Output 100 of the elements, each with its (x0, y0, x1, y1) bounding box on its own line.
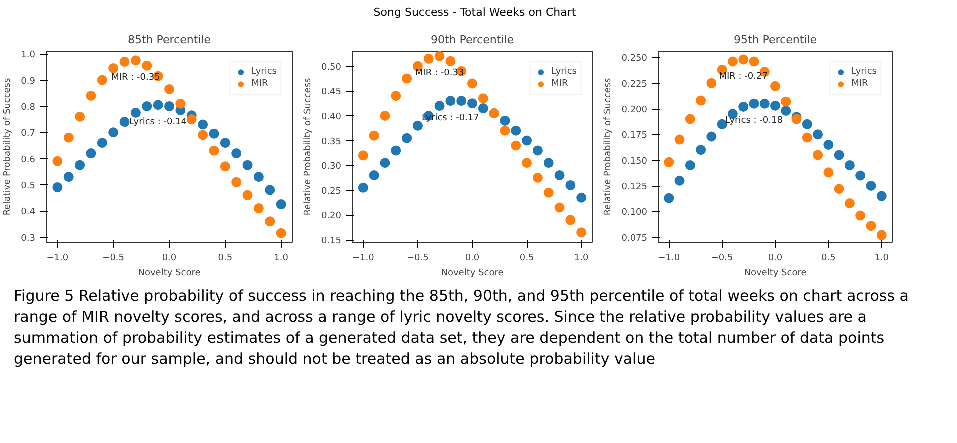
point (358, 150, 368, 160)
point (554, 202, 565, 212)
point (834, 184, 844, 194)
point (834, 150, 844, 160)
point (511, 126, 522, 136)
point (369, 130, 380, 141)
point (380, 158, 390, 168)
x-tick-label: −0.5 (711, 253, 734, 264)
point (64, 132, 74, 143)
point (468, 98, 478, 108)
chart-title: 95th Percentile (734, 33, 818, 46)
point (522, 136, 532, 146)
point (254, 203, 264, 214)
point (844, 198, 855, 208)
point (108, 63, 119, 74)
point (576, 192, 587, 203)
point (209, 146, 220, 156)
point (130, 55, 141, 66)
legend-label: Lyrics (552, 66, 577, 77)
point (866, 180, 876, 191)
point (209, 128, 220, 139)
point (75, 112, 86, 122)
point (802, 132, 812, 142)
point (544, 158, 554, 168)
point (75, 160, 86, 170)
point (760, 98, 770, 109)
point (664, 157, 674, 168)
x-tick-label: −1.0 (352, 253, 375, 264)
y-tick-label: 0.175 (622, 130, 648, 141)
point (164, 101, 174, 112)
point (198, 130, 208, 140)
point (446, 56, 456, 66)
point (500, 116, 510, 126)
y-tick-label: 0.35 (321, 137, 342, 147)
x-axis-title: Novelty Score (744, 268, 808, 278)
legend-label: MIR (552, 78, 570, 89)
point (153, 100, 164, 110)
text: Song Success - Total Weeks on Chart (374, 5, 576, 21)
point (108, 127, 119, 138)
point (120, 116, 130, 127)
point (220, 138, 230, 148)
y-axis-title: Relative Probability of Success (604, 78, 614, 216)
point (86, 90, 96, 101)
y-axis-title: Relative Probability of Success (3, 78, 14, 216)
point (97, 138, 108, 148)
x-tick-label: −0.5 (407, 253, 429, 264)
chart-title: 85th Percentile (128, 33, 212, 46)
y-tick-label: 0.30 (321, 162, 342, 172)
x-tick-label: −1.0 (658, 253, 680, 264)
point (781, 106, 792, 116)
point (478, 93, 488, 104)
y-tick-label: 0.075 (622, 234, 648, 244)
point (876, 191, 887, 201)
point (696, 144, 706, 155)
point (198, 119, 208, 130)
y-tick-label: 0.6 (21, 154, 36, 165)
point (566, 214, 576, 225)
point (738, 102, 749, 112)
point (685, 114, 696, 124)
point (576, 227, 587, 238)
point (717, 119, 728, 130)
point (706, 131, 717, 142)
point (220, 161, 230, 172)
point (176, 98, 186, 109)
point (391, 145, 402, 156)
y-tick-label: 0.225 (622, 80, 648, 90)
y-tick-label: 0.25 (321, 186, 342, 197)
point (770, 100, 780, 111)
point (674, 176, 685, 186)
legend-label: Lyrics (852, 66, 877, 77)
point (164, 84, 174, 94)
point (532, 172, 543, 183)
point (813, 129, 824, 140)
point (770, 81, 780, 92)
point (824, 140, 834, 150)
point (824, 167, 834, 178)
point (802, 119, 812, 130)
point (566, 180, 576, 190)
point (468, 78, 478, 88)
point (434, 100, 445, 111)
point (434, 51, 445, 62)
x-tick-label: −0.5 (102, 253, 125, 264)
y-tick-label: 0.200 (622, 105, 648, 116)
point (142, 101, 152, 112)
point (424, 54, 434, 64)
point (412, 120, 423, 131)
point (856, 170, 866, 180)
point (706, 78, 717, 88)
point (876, 230, 887, 240)
point (242, 160, 253, 170)
y-tick-label: 0.20 (321, 211, 342, 222)
x-tick-label: 1.0 (874, 253, 890, 264)
point (52, 156, 63, 166)
point (64, 172, 74, 182)
point (232, 148, 242, 158)
y-tick-label: 0.3 (21, 233, 36, 244)
point (456, 96, 467, 106)
point (265, 216, 276, 226)
y-tick-label: 0.7 (21, 128, 36, 139)
y-tick-label: 0.4 (21, 207, 36, 218)
